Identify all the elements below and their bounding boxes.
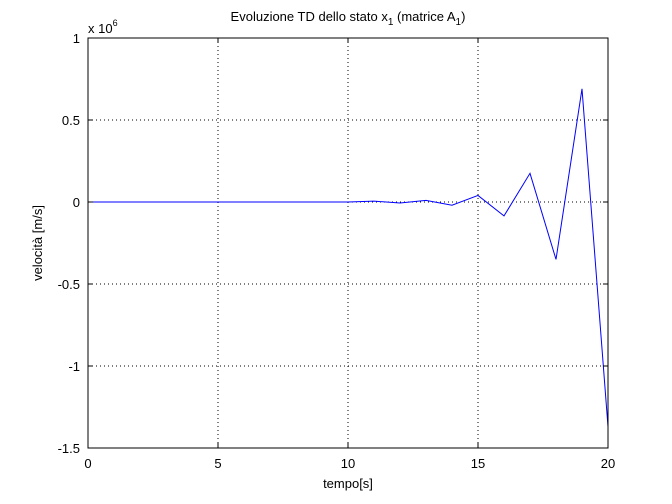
y-tick-label: 0 <box>73 195 80 210</box>
chart-title: Evoluzione TD dello stato x1 (matrice A1… <box>231 9 466 28</box>
series-line <box>88 88 609 427</box>
y-tick-labels: -1.5 -1 -0.5 0 0.5 1 <box>58 31 80 456</box>
y-axis-label: velocità [m/s] <box>30 205 45 281</box>
x-tick-label: 10 <box>341 456 355 471</box>
y-tick-label: 0.5 <box>62 113 80 128</box>
tick-marks <box>87 37 609 449</box>
x-tick-labels: 0 5 10 15 20 <box>84 456 615 471</box>
y-tick-label: -0.5 <box>58 277 80 292</box>
x-axis-label: tempo[s] <box>323 476 373 491</box>
y-scale-label: x 106 <box>88 18 118 36</box>
x-tick-label: 15 <box>471 456 485 471</box>
x-tick-label: 20 <box>601 456 615 471</box>
x-tick-label: 5 <box>214 456 221 471</box>
y-tick-label: -1.5 <box>58 441 80 456</box>
x-tick-label: 0 <box>84 456 91 471</box>
y-tick-label: 1 <box>73 31 80 46</box>
title-subscript-2: 1 <box>456 17 462 28</box>
title-subscript-1: 1 <box>388 17 394 28</box>
y-scale-exponent: 6 <box>113 18 118 28</box>
y-tick-label: -1 <box>68 359 80 374</box>
series-layer <box>88 88 609 427</box>
